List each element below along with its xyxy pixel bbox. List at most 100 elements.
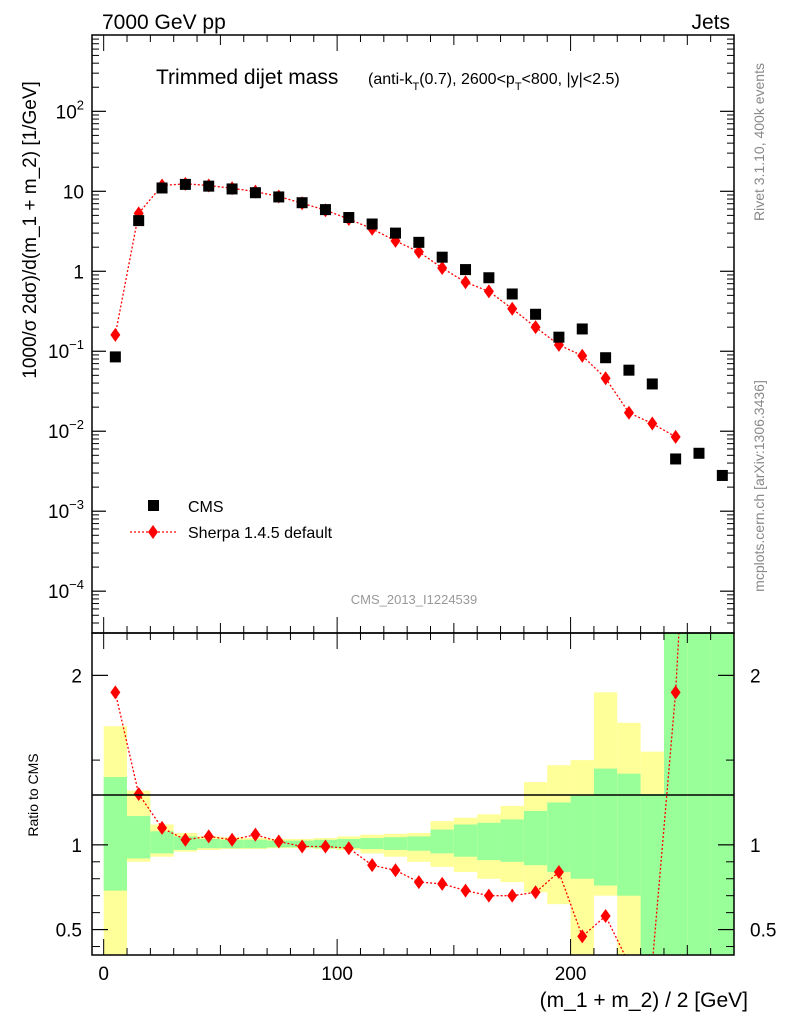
- cms-point: [646, 378, 658, 390]
- sherpa-line: [114, 183, 676, 438]
- main-panel-frame: [91, 34, 735, 634]
- inner-band-bin: [663, 633, 688, 955]
- ratio-y-tick-label: 2: [71, 666, 82, 687]
- cms-point: [203, 180, 215, 192]
- inner-band-bin: [243, 839, 268, 849]
- ratio-panel-series: [110, 633, 681, 970]
- chart-title: Trimmed dijet mass: [156, 66, 338, 89]
- inner-band-bin: [687, 633, 711, 955]
- sherpa-point: [413, 244, 424, 259]
- sherpa-point: [577, 348, 588, 363]
- legend-cms-label: CMS: [188, 499, 224, 516]
- sherpa-ratio-point: [157, 820, 168, 835]
- main-y-tick-label: 102: [56, 97, 84, 123]
- inner-band-bin: [197, 838, 221, 849]
- sherpa-ratio-point: [367, 858, 378, 873]
- ratio-uncertainty-bands: [103, 633, 734, 955]
- ratio-y-tick-label-right: 2: [750, 666, 761, 687]
- inner-band-bin: [407, 836, 431, 851]
- inner-band-bin: [710, 633, 734, 955]
- sherpa-point: [460, 275, 471, 290]
- cms-point: [133, 215, 145, 227]
- sherpa-point: [507, 301, 518, 316]
- inner-band-bin: [150, 831, 174, 854]
- sherpa-ratio-point: [577, 929, 588, 944]
- inner-band-bin: [477, 822, 501, 861]
- main-y-tick-label: 10−3: [48, 497, 84, 523]
- inner-band-bin: [523, 810, 548, 866]
- legend-sherpa-label: Sherpa 1.4.5 default: [188, 525, 333, 542]
- cms-point: [716, 469, 728, 481]
- sherpa-ratio-point: [624, 956, 634, 970]
- cms-point: [553, 331, 565, 343]
- cms-point: [576, 323, 588, 335]
- inner-band-bin: [103, 777, 128, 891]
- header-right-label: Jets: [691, 11, 730, 34]
- sherpa-ratio-point: [203, 829, 214, 844]
- cms-point: [600, 352, 612, 364]
- cms-point: [179, 178, 191, 190]
- sherpa-ratio-line: [114, 633, 680, 955]
- inner-band-bin: [547, 802, 571, 872]
- inner-band-bin: [500, 819, 524, 862]
- sherpa-ratio-point: [600, 909, 611, 924]
- cms-point: [156, 182, 168, 194]
- sherpa-ratio-point: [250, 827, 261, 842]
- cms-point: [273, 191, 285, 203]
- cms-point: [483, 272, 495, 284]
- cms-point: [319, 204, 331, 216]
- inner-band-bin: [430, 829, 454, 854]
- cms-point: [530, 308, 542, 320]
- sherpa-ratio-point: [297, 839, 308, 854]
- chart-title-detail: (anti-kT(0.7), 2600<pT<800, |y|<2.5): [368, 71, 620, 93]
- inner-band-bin: [453, 824, 478, 857]
- x-tick-label: 200: [555, 964, 587, 985]
- main-y-tick-label: 1: [73, 262, 84, 283]
- cms-point: [226, 183, 238, 195]
- sherpa-ratio-point: [227, 832, 238, 847]
- sherpa-ratio-point: [343, 841, 354, 856]
- sherpa-ratio-point: [273, 834, 284, 849]
- cms-point: [413, 236, 425, 248]
- main-y-tick-label: 10−4: [48, 577, 84, 603]
- ratio-y-tick-label: 0.5: [56, 921, 82, 942]
- main-panel-series: [109, 176, 728, 481]
- inner-band-bin: [640, 794, 664, 955]
- cms-point: [296, 197, 308, 209]
- sherpa-point: [483, 284, 494, 299]
- ratio-y-tick-label-right: 0.5: [750, 921, 776, 942]
- sherpa-ratio-point: [647, 956, 657, 970]
- main-y-tick-label: 10: [63, 182, 84, 203]
- ratio-y-tick-label: 1: [71, 836, 82, 857]
- cms-point: [249, 187, 261, 199]
- cms-point: [436, 251, 448, 263]
- inner-band-bin: [383, 837, 408, 850]
- sherpa-ratio-point: [507, 888, 518, 903]
- sherpa-point: [437, 260, 448, 275]
- sherpa-ratio-point: [460, 883, 471, 898]
- sherpa-ratio-point: [413, 875, 424, 890]
- x-tick-label: 100: [321, 964, 353, 985]
- inner-band-bin: [617, 773, 641, 896]
- cms-point: [623, 364, 635, 376]
- sherpa-point: [647, 416, 658, 431]
- header-left-label: 7000 GeV pp: [102, 11, 226, 34]
- sherpa-ratio-point: [320, 839, 331, 854]
- cms-point: [109, 351, 121, 363]
- main-y-tick-label: 10−1: [48, 337, 84, 363]
- sherpa-ratio-point: [530, 885, 541, 900]
- inner-band-bin: [593, 768, 618, 886]
- inner-band-bin: [127, 816, 151, 859]
- ratio-panel-frame: [91, 632, 735, 956]
- inner-band-bin: [570, 795, 594, 879]
- sherpa-ratio-point: [670, 685, 681, 700]
- cms-point: [670, 453, 682, 465]
- cms-point: [343, 212, 355, 224]
- sherpa-point: [623, 405, 634, 420]
- ratio-panel-ticks: 0 100 200 0.5 0.5 1 1 2 2: [56, 633, 776, 985]
- inner-band-bin: [360, 838, 384, 850]
- legend-cms-marker: [148, 500, 159, 511]
- sherpa-ratio-point: [390, 863, 401, 878]
- main-panel-ticks: 10−4 10−3 10−2 10−1 1 10 102: [48, 34, 735, 634]
